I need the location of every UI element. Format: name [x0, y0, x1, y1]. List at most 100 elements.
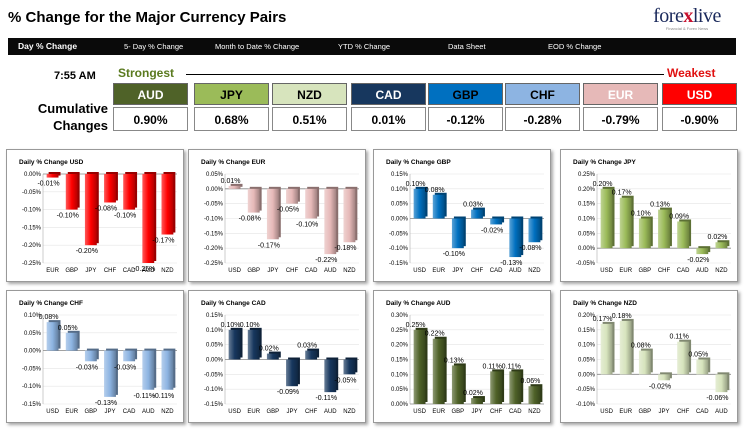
- tab-5-day-change[interactable]: 5- Day % Change: [124, 42, 184, 51]
- y-tick-label: 0.00%: [24, 172, 42, 178]
- bar-aud: [696, 248, 709, 255]
- chart-panel-chf: Daily % Change CHF 0.10% 0.05% 0.00% -0.05% -…: [6, 290, 184, 423]
- data-label: 0.17%: [612, 190, 632, 197]
- data-label: 0.20%: [593, 181, 613, 188]
- y-tick-label: -0.15%: [389, 261, 409, 267]
- data-label: -0.08%: [519, 245, 541, 252]
- y-tick-label: -0.25%: [22, 261, 42, 267]
- y-tick-label: 0.05%: [578, 231, 596, 237]
- y-tick-label: 0.25%: [578, 172, 596, 178]
- bar-jpy: [451, 218, 464, 249]
- tab-eod-change[interactable]: EOD % Change: [548, 42, 602, 51]
- logo-wordmark: forexlive: [653, 5, 721, 27]
- data-label: -0.22%: [315, 257, 337, 264]
- bar-chart: Daily % Change CAD 0.15% 0.10% 0.05% 0.00% -0…: [201, 300, 359, 415]
- data-label: -0.03%: [114, 364, 136, 371]
- x-tick-label: AUD: [324, 268, 337, 274]
- data-label: -0.05%: [334, 377, 356, 384]
- data-label: -0.02%: [687, 257, 709, 264]
- y-tick-label: 0.00%: [391, 217, 409, 223]
- y-tick-label: 0.00%: [206, 358, 224, 364]
- data-label: -0.08%: [239, 216, 261, 223]
- data-label: 0.08%: [39, 314, 59, 321]
- bar-nzd: [715, 242, 728, 249]
- data-label: -0.17%: [258, 242, 280, 249]
- y-tick-label: -0.05%: [576, 387, 596, 393]
- chart-title: Daily % Change AUD: [386, 300, 451, 307]
- x-tick-label: GBP: [639, 268, 652, 274]
- y-tick-label: 0.20%: [578, 187, 596, 193]
- bar-chf: [490, 371, 503, 404]
- chart-title: Daily % Change NZD: [573, 300, 637, 307]
- currency-code: JPY: [194, 83, 269, 105]
- y-tick-label: 0.15%: [206, 313, 224, 319]
- data-label: 0.05%: [58, 325, 78, 332]
- bar-usd: [228, 329, 241, 360]
- x-tick-label: CAD: [123, 409, 136, 415]
- forexlive-logo[interactable]: forexlive Financial & Forex News: [641, 5, 733, 39]
- data-label: 0.10%: [221, 322, 241, 329]
- bar-jpy: [266, 188, 279, 240]
- bar-cad: [123, 350, 136, 362]
- bar-nzd: [528, 386, 541, 404]
- y-tick-label: 0.05%: [578, 358, 596, 364]
- currency-cumulative-value: 0.51%: [272, 107, 347, 131]
- bar-nzd: [528, 218, 541, 243]
- timestamp: 7:55 AM: [54, 70, 96, 82]
- tab-data-sheet[interactable]: Data Sheet: [448, 42, 486, 51]
- data-label: -0.09%: [277, 389, 299, 396]
- bar-aud: [142, 174, 155, 263]
- tab-day-change[interactable]: Day % Change: [18, 41, 78, 51]
- currency-box-jpy: JPY 0.68%: [194, 83, 269, 131]
- y-tick-label: -0.10%: [22, 208, 42, 214]
- currency-box-usd: USD -0.90%: [662, 83, 737, 131]
- y-tick-label: 0.00%: [578, 372, 596, 378]
- bar-jpy: [84, 174, 97, 246]
- y-tick-label: -0.15%: [204, 231, 224, 237]
- y-tick-label: -0.10%: [22, 384, 42, 390]
- chart-title: Daily % Change USD: [19, 159, 84, 166]
- y-tick-label: 0.10%: [391, 372, 409, 378]
- data-label: 0.02%: [707, 234, 727, 241]
- bar-chf: [104, 174, 116, 203]
- bar-jpy: [286, 359, 298, 387]
- data-label: 0.13%: [650, 202, 670, 209]
- x-tick-label: AUD: [715, 409, 728, 415]
- y-tick-label: 0.05%: [391, 202, 409, 208]
- y-tick-label: -0.05%: [204, 202, 224, 208]
- x-tick-label: JPY: [658, 409, 669, 415]
- data-label: -0.25%: [133, 266, 155, 273]
- x-tick-label: JPY: [286, 409, 297, 415]
- currency-cumulative-value: -0.90%: [662, 107, 737, 131]
- bar-gbp: [638, 350, 651, 375]
- chart-title: Daily % Change CHF: [19, 300, 83, 307]
- bar-chart: Daily % Change NZD 0.20% 0.15% 0.10% 0.05% 0.…: [573, 300, 731, 415]
- y-tick-label: 0.00%: [24, 349, 42, 355]
- data-label: 0.06%: [520, 378, 540, 385]
- y-tick-label: 0.25%: [391, 328, 409, 334]
- bar-usd: [46, 322, 59, 351]
- data-label: 0.11%: [482, 363, 501, 370]
- x-tick-label: CHF: [286, 268, 299, 274]
- data-label: 0.13%: [444, 357, 464, 364]
- bar-nzd: [161, 350, 174, 390]
- data-label: 0.02%: [463, 390, 483, 397]
- nav-bar: Day % Change 5- Day % Change Month to Da…: [8, 38, 736, 55]
- bar-eur: [46, 174, 59, 178]
- x-tick-label: AUD: [324, 409, 337, 415]
- bar-usd: [600, 323, 613, 375]
- x-tick-label: CAD: [696, 409, 709, 415]
- x-tick-label: CHF: [490, 409, 503, 415]
- y-tick-label: -0.10%: [576, 402, 596, 408]
- bar-chf: [658, 209, 670, 249]
- tab-ytd-change[interactable]: YTD % Change: [338, 42, 391, 51]
- data-label: 0.25%: [406, 322, 426, 329]
- bar-cad: [123, 174, 136, 210]
- x-tick-label: EUR: [247, 409, 260, 415]
- tab-month-to-date[interactable]: Month to Date % Change: [215, 42, 300, 51]
- currency-cumulative-value: -0.28%: [505, 107, 580, 131]
- bar-cad: [305, 188, 318, 219]
- data-label: 0.10%: [406, 181, 426, 188]
- x-tick-label: EUR: [46, 268, 59, 274]
- data-label: 0.08%: [425, 187, 445, 194]
